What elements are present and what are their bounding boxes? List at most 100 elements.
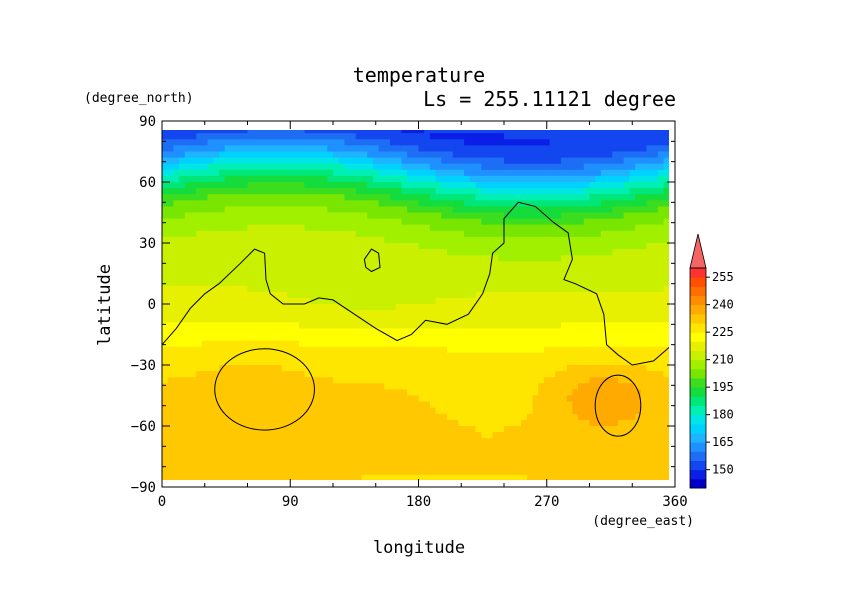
field-cell [196,413,203,421]
field-cell [515,365,522,372]
field-cell [184,346,192,354]
field-cell [578,133,585,140]
field-cell [646,450,653,458]
field-cell [629,236,636,244]
field-cell [407,389,414,397]
field-cell [310,230,317,238]
field-cell [236,285,243,293]
field-cell [201,133,209,140]
field-cell [543,322,551,329]
field-cell [549,450,556,458]
field-cell [270,145,277,153]
field-cell [629,352,636,360]
field-cell [481,194,488,201]
field-cell [475,316,482,323]
field-cell [475,371,482,378]
field-cell [207,377,214,384]
field-cell [578,139,585,146]
field-cell [521,267,528,275]
field-cell [338,249,345,256]
field-cell [264,413,271,421]
field-cell [549,407,556,415]
field-cell [219,218,226,226]
field-cell [481,255,488,262]
field-cell [486,346,494,354]
field-cell [258,273,266,281]
field-cell [578,371,585,378]
field-cell [201,157,209,165]
field-cell [253,175,260,183]
field-cell [583,157,591,165]
field-cell [395,316,402,323]
field-cell [190,139,197,146]
field-cell [486,133,494,140]
field-cell [612,291,619,299]
field-cell [270,432,277,439]
field-cell [190,267,197,275]
field-cell [162,194,169,201]
field-cell [521,389,528,397]
field-cell [623,456,630,464]
field-cell [663,389,669,397]
field-cell [486,145,494,153]
field-cell [298,328,306,336]
field-cell [629,310,636,317]
field-cell [504,432,511,439]
field-cell [333,151,340,159]
field-cell [304,169,311,177]
field-cell [315,419,323,427]
field-cell [629,297,636,305]
field-cell [173,304,180,311]
field-cell [167,450,174,458]
field-cell [338,383,345,390]
field-cell [532,377,539,384]
field-cell [304,462,311,470]
field-cell [179,334,186,342]
field-cell [578,419,585,427]
field-cell [264,130,271,134]
field-cell [276,151,283,159]
field-cell [623,243,630,250]
field-cell [561,206,568,214]
field-cell [498,456,505,464]
field-cell [264,426,271,433]
field-cell [213,432,220,439]
field-cell [629,304,636,311]
field-cell [258,279,266,287]
field-cell [618,407,625,415]
field-cell [458,371,465,378]
field-cell [230,236,237,244]
field-cell [526,291,534,299]
field-cell [509,206,516,214]
field-cell [298,194,306,201]
field-cell [384,212,391,220]
field-cell [281,188,288,195]
field-cell [486,212,494,220]
field-cell [418,194,425,201]
field-cell [384,200,391,207]
field-cell [623,377,630,384]
field-cell [287,438,294,445]
field-cell [629,438,636,445]
field-cell [179,358,186,366]
field-cell [270,413,277,421]
field-cell [646,352,653,360]
field-cell [241,444,249,451]
field-cell [167,462,174,470]
field-cell [612,413,619,421]
field-cell [190,163,197,171]
field-cell [407,291,414,299]
field-cell [447,346,454,354]
field-cell [578,401,585,409]
field-cell [162,285,169,293]
field-cell [196,285,203,293]
field-cell [281,230,288,238]
field-cell [355,456,363,464]
field-cell [344,462,351,470]
field-cell [492,206,499,214]
field-cell [201,456,209,464]
field-cell [492,218,499,226]
field-cell [532,273,539,281]
field-cell [589,255,596,262]
field-cell [606,163,613,171]
